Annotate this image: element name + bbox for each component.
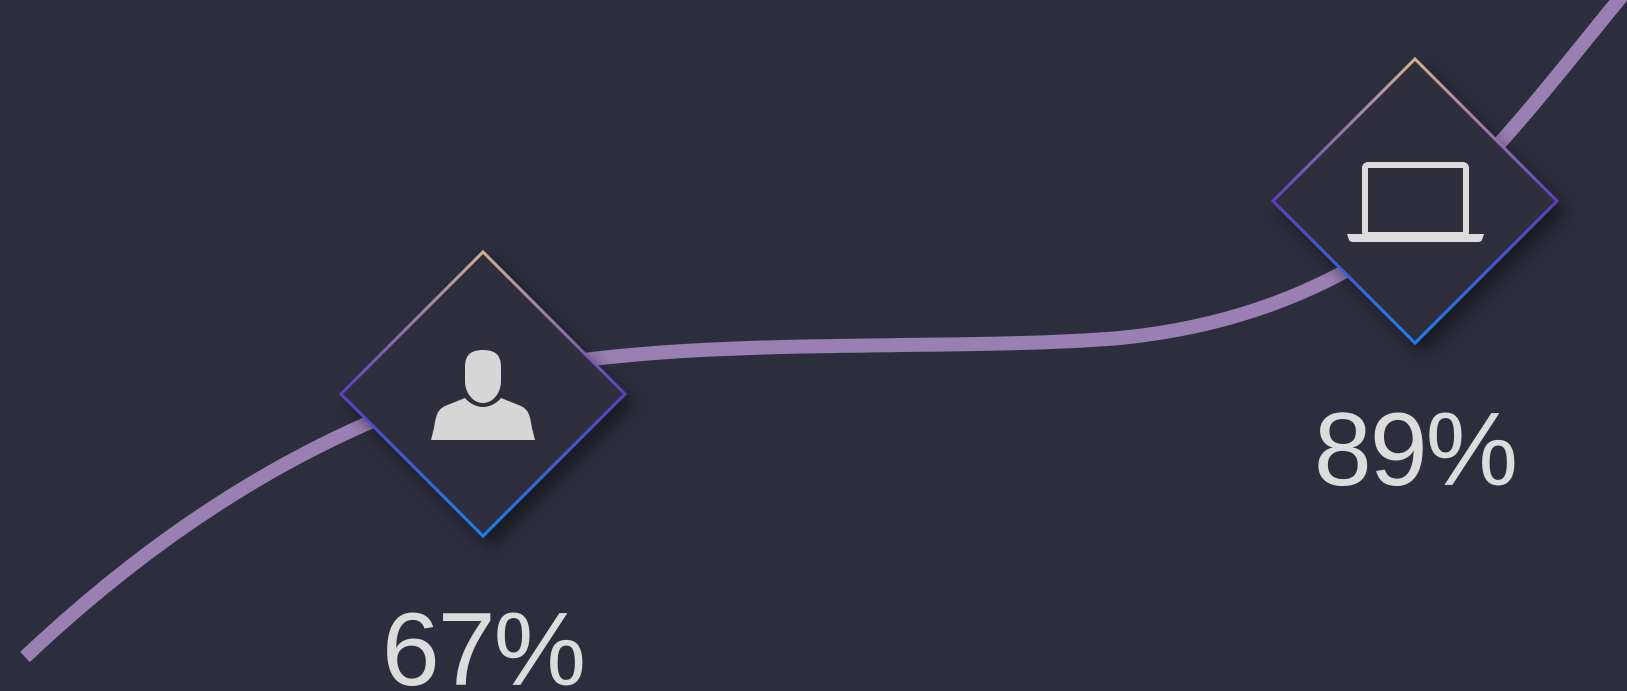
percentage: 67% [382,592,584,691]
diamond [1270,56,1560,346]
step-2: 89% [1270,56,1560,508]
step-1: 67% [338,249,628,691]
percentage: 89% [1314,392,1516,508]
person-icon [431,350,535,440]
laptop-icon [1347,162,1484,242]
